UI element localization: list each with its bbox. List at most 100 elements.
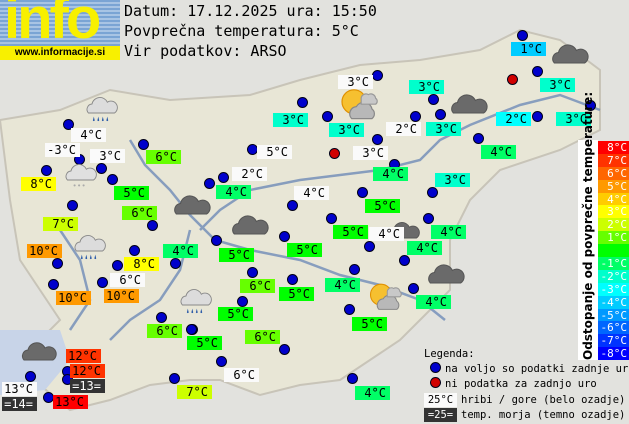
station-temperature-label: 7°C xyxy=(177,385,212,399)
station-dot[interactable] xyxy=(585,100,596,111)
mountain-temperature-label: 13°C xyxy=(2,382,37,396)
station-dot[interactable] xyxy=(279,344,290,355)
station-dot[interactable] xyxy=(204,178,215,189)
station-dot[interactable] xyxy=(129,245,140,256)
station-dot[interactable] xyxy=(408,283,419,294)
station-temperature-label: 1°C xyxy=(511,42,546,56)
station-dot[interactable] xyxy=(326,213,337,224)
station-dot[interactable] xyxy=(216,356,227,367)
station-temperature-label: 5°C xyxy=(352,317,387,331)
station-temperature-label: 10°C xyxy=(27,244,62,258)
station-temperature-label: 12°C xyxy=(66,349,101,363)
weather-overcast-icon xyxy=(18,340,58,376)
scale-step: -3°C xyxy=(598,282,629,296)
station-dot[interactable] xyxy=(344,304,355,315)
scale-step: -7°C xyxy=(598,334,629,347)
station-dot[interactable] xyxy=(473,133,484,144)
station-dot[interactable] xyxy=(169,373,180,384)
station-temperature-label: 3°C xyxy=(435,173,470,187)
station-dot[interactable] xyxy=(25,371,36,382)
station-dot[interactable] xyxy=(138,139,149,150)
station-dot[interactable] xyxy=(297,97,308,108)
station-dot[interactable] xyxy=(186,324,197,335)
station-dot[interactable] xyxy=(347,373,358,384)
station-dot[interactable] xyxy=(107,174,118,185)
station-dot[interactable] xyxy=(322,111,333,122)
scale-step: 8°C xyxy=(598,141,629,154)
station-dot[interactable] xyxy=(147,220,158,231)
scale-step: 1°C xyxy=(598,231,629,244)
station-dot[interactable] xyxy=(427,187,438,198)
weather-overcast-icon xyxy=(447,92,489,130)
sea-temperature-label: =14= xyxy=(2,397,37,411)
mountain-temperature-label: 4°C xyxy=(369,227,404,241)
station-temperature-label: 7°C xyxy=(43,217,78,231)
station-dot[interactable] xyxy=(532,111,543,122)
station-dot[interactable] xyxy=(532,66,543,77)
station-temperature-label: 4°C xyxy=(216,185,251,199)
station-dot[interactable] xyxy=(287,274,298,285)
legend-sea-text: temp. morja (temno ozadje) xyxy=(461,409,626,421)
station-dot[interactable] xyxy=(287,200,298,211)
station-dot[interactable] xyxy=(247,267,258,278)
station-dot[interactable] xyxy=(349,264,360,275)
weather-snow-icon xyxy=(62,162,98,195)
station-temperature-label: 5°C xyxy=(287,243,322,257)
station-dot[interactable] xyxy=(211,235,222,246)
station-temperature-label: 6°C xyxy=(147,324,182,338)
station-temperature-label: 8°C xyxy=(124,257,159,271)
weather-sun-cloud-icon xyxy=(330,85,378,127)
station-dot[interactable] xyxy=(372,70,383,81)
station-dot[interactable] xyxy=(96,163,107,174)
station-temperature-label: 4°C xyxy=(431,225,466,239)
station-dot[interactable] xyxy=(156,312,167,323)
station-dot[interactable] xyxy=(67,200,78,211)
station-dot[interactable] xyxy=(428,94,439,105)
station-dot[interactable] xyxy=(517,30,528,41)
station-dot[interactable] xyxy=(237,296,248,307)
station-temperature-label: 4°C xyxy=(416,295,451,309)
station-dot[interactable] xyxy=(97,277,108,288)
station-dot[interactable] xyxy=(399,255,410,266)
station-temperature-label: 6°C xyxy=(146,150,181,164)
weather-rain-icon xyxy=(177,287,213,320)
station-dot[interactable] xyxy=(170,258,181,269)
scale-step: 7°C xyxy=(598,153,629,167)
mountain-temperature-label: 2°C xyxy=(386,122,421,136)
legend-blue: na voljo so podatki zadnje ure xyxy=(430,362,629,376)
logo[interactable]: info www.informacije.si xyxy=(0,0,120,60)
logo-text: info xyxy=(4,0,101,51)
station-temperature-label: 4°C xyxy=(373,167,408,181)
mountain-temperature-label: 3°C xyxy=(338,75,373,89)
scale-step: 2°C xyxy=(598,218,629,231)
station-temperature-label: 10°C xyxy=(104,289,139,303)
station-temperature-label: 6°C xyxy=(245,330,280,344)
station-dot[interactable] xyxy=(410,111,421,122)
station-temperature-label: 5°C xyxy=(333,225,368,239)
station-dot[interactable] xyxy=(372,134,383,145)
mountain-sample: 25°C xyxy=(424,393,457,407)
station-dot[interactable] xyxy=(48,279,59,290)
station-temperature-label: 6°C xyxy=(122,206,157,220)
station-dot[interactable] xyxy=(364,241,375,252)
mountain-temperature-label: 5°C xyxy=(257,145,292,159)
station-dot[interactable] xyxy=(279,231,290,242)
station-dot-no-data[interactable] xyxy=(329,148,340,159)
station-dot[interactable] xyxy=(52,258,63,269)
mountain-temperature-label: -3°C xyxy=(45,143,80,157)
station-dot[interactable] xyxy=(63,119,74,130)
station-temperature-label: 5°C xyxy=(114,186,149,200)
scale-step: -6°C xyxy=(598,321,629,334)
station-dot-no-data[interactable] xyxy=(507,74,518,85)
station-dot[interactable] xyxy=(41,165,52,176)
station-dot[interactable] xyxy=(357,187,368,198)
logo-url[interactable]: www.informacije.si xyxy=(0,46,120,60)
station-dot[interactable] xyxy=(112,260,123,271)
station-dot[interactable] xyxy=(435,109,446,120)
station-temperature-label: 4°C xyxy=(481,145,516,159)
station-dot[interactable] xyxy=(218,172,229,183)
average-temperature-line: Povprečna temperatura: 5°C xyxy=(124,22,359,40)
station-dot[interactable] xyxy=(423,213,434,224)
legend-mountain: 25°C hribi / gore (belo ozadje) xyxy=(424,393,625,407)
scale-step: -1°C xyxy=(598,257,629,270)
